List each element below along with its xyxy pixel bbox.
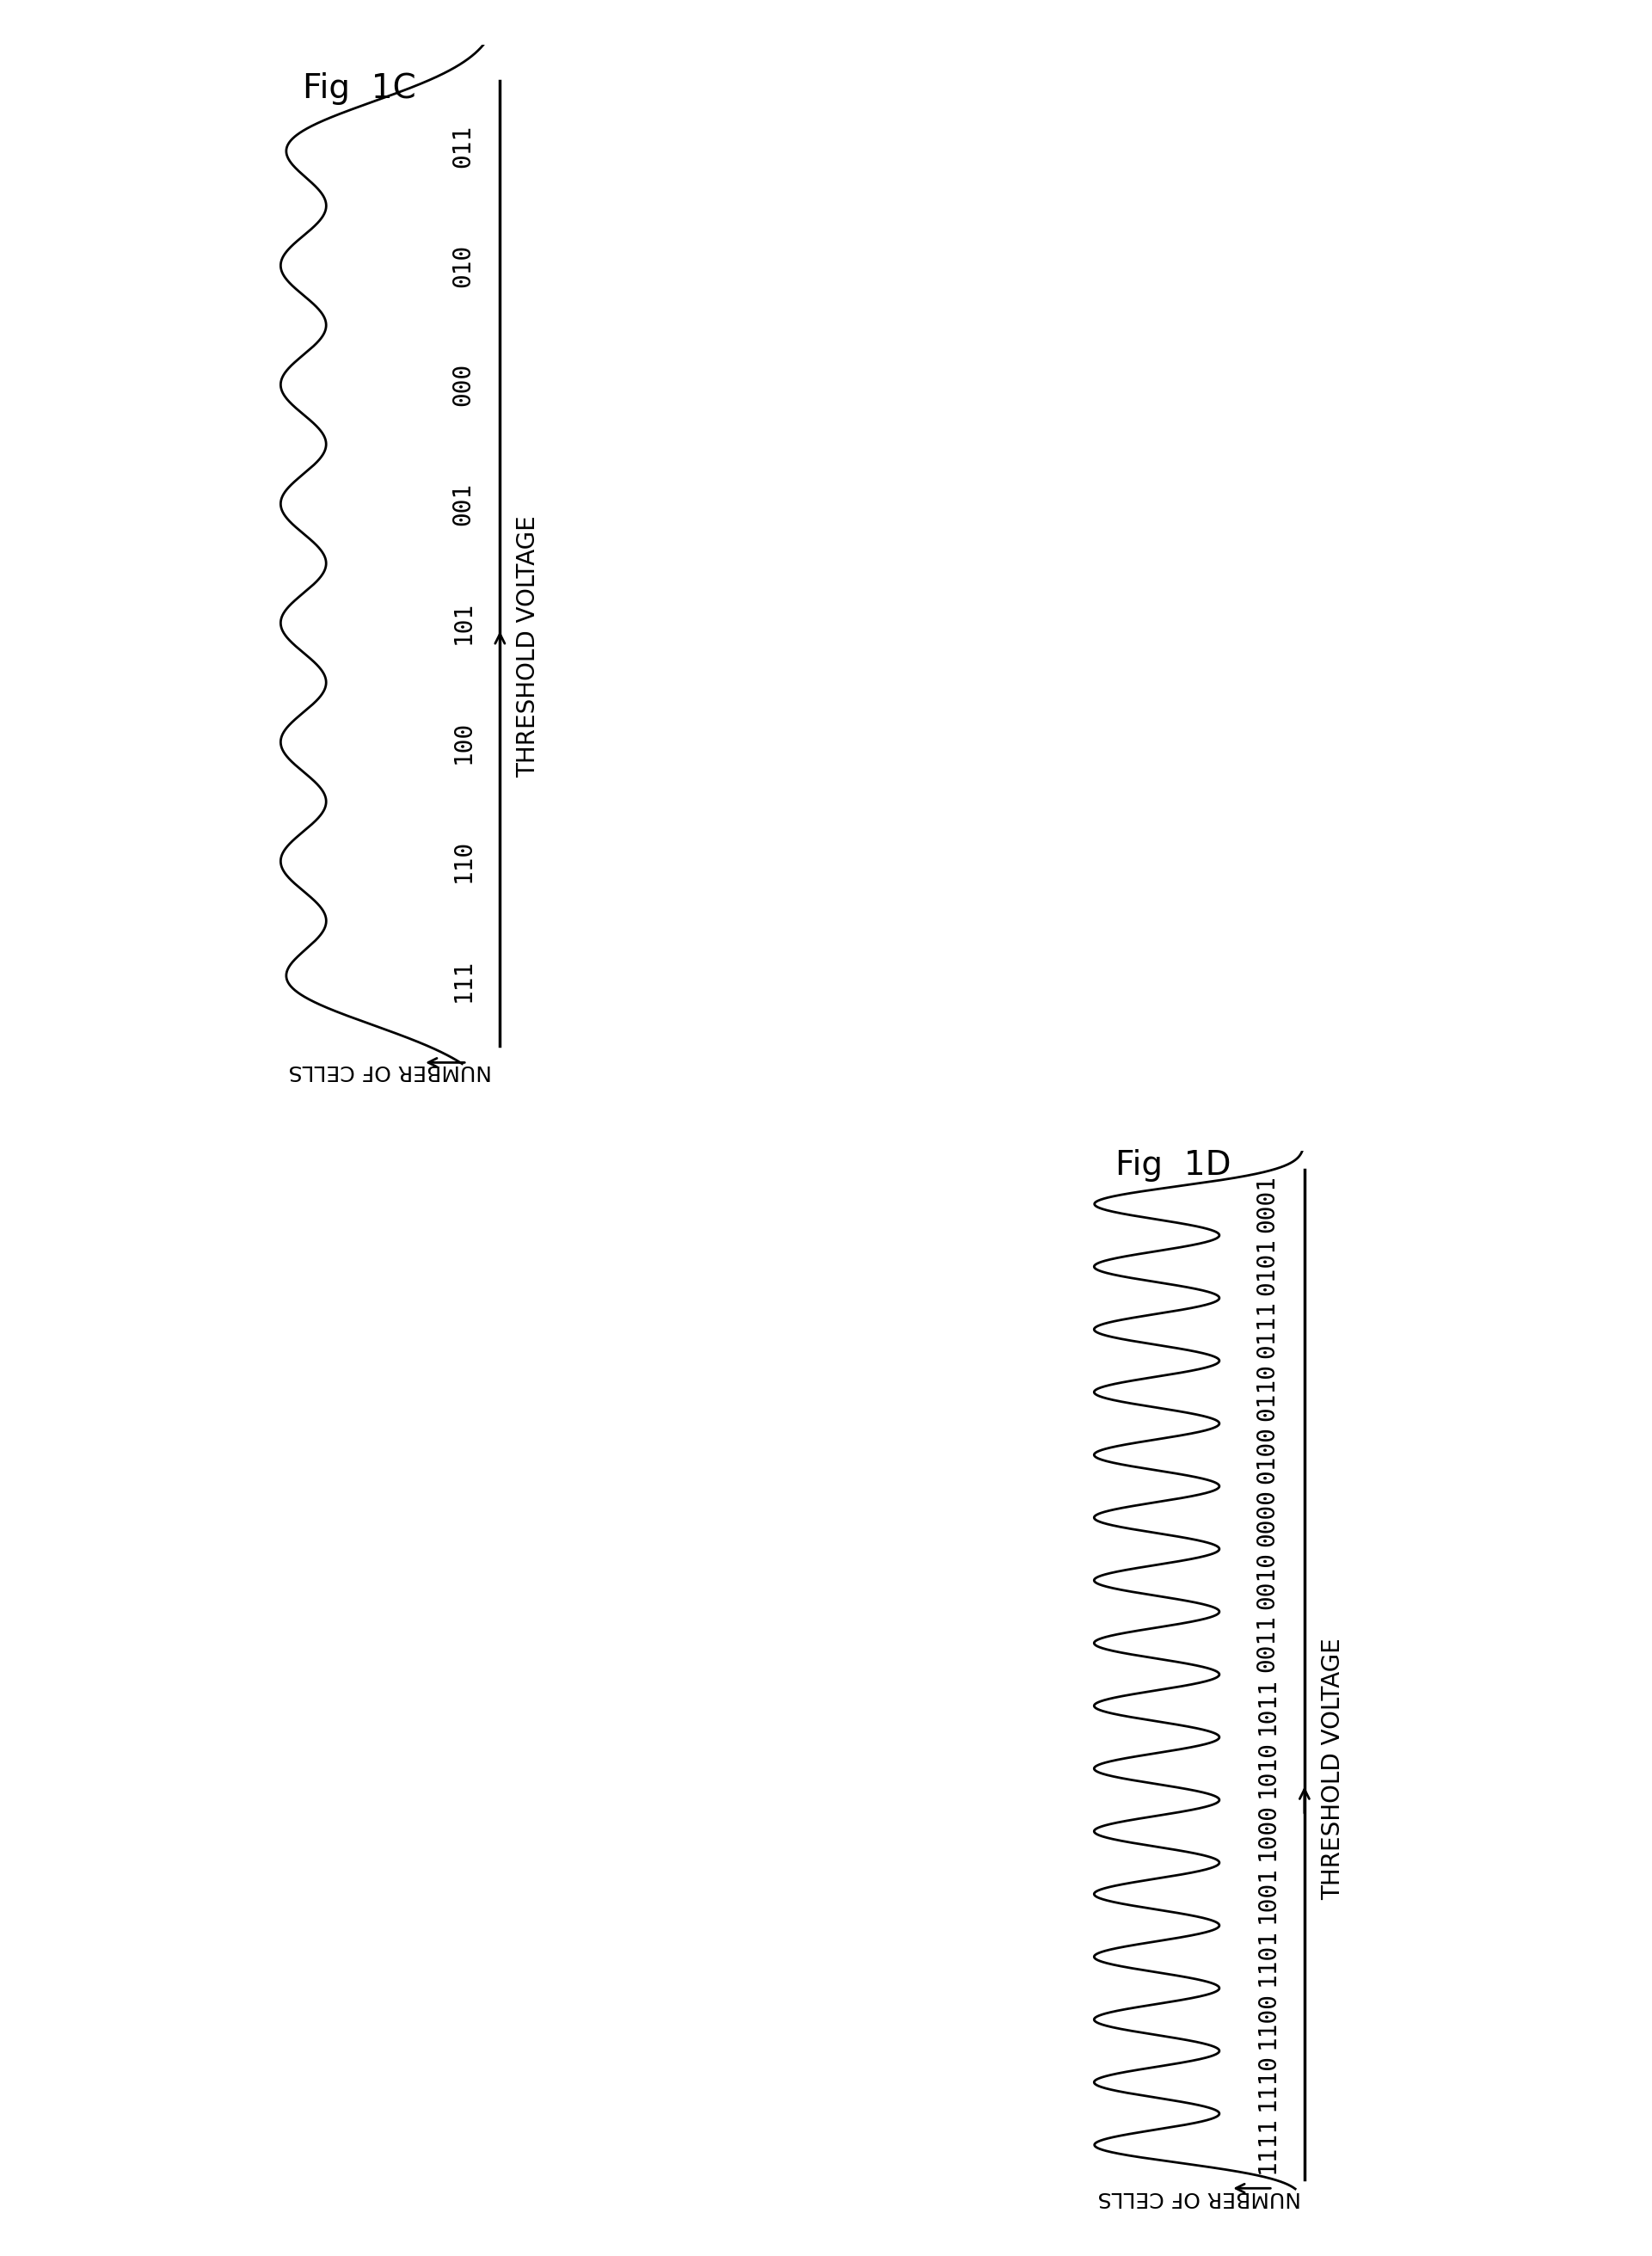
Text: 1111: 1111 [1256,2116,1279,2175]
Text: 0110: 0110 [1256,1363,1279,1421]
Text: 0010: 0010 [1256,1552,1279,1609]
Text: NUMBER OF CELLS: NUMBER OF CELLS [1097,2186,1300,2209]
Text: 1110: 1110 [1256,2053,1279,2112]
Text: 0000: 0000 [1256,1489,1279,1545]
Text: 0111: 0111 [1256,1299,1279,1358]
Text: 111: 111 [451,959,476,1002]
Text: 010: 010 [451,244,476,287]
Text: 000: 000 [451,363,476,406]
Text: 100: 100 [451,720,476,765]
Text: 1011: 1011 [1256,1676,1279,1735]
Text: 0100: 0100 [1256,1426,1279,1484]
Text: Fig  1D: Fig 1D [1115,1148,1231,1182]
Text: THRESHOLD VOLTAGE: THRESHOLD VOLTAGE [517,517,540,778]
Text: NUMBER OF CELLS: NUMBER OF CELLS [289,1060,492,1081]
Text: 001: 001 [451,483,476,526]
Text: 1101: 1101 [1256,1929,1279,1985]
Text: 0011: 0011 [1256,1615,1279,1672]
Text: Fig  1C: Fig 1C [302,72,416,104]
Text: 101: 101 [451,602,476,645]
Text: 0001: 0001 [1256,1175,1279,1232]
Text: 110: 110 [451,839,476,882]
Text: 1000: 1000 [1256,1803,1279,1861]
Text: 1100: 1100 [1256,1990,1279,2048]
Text: 1010: 1010 [1256,1739,1279,1798]
Text: THRESHOLD VOLTAGE: THRESHOLD VOLTAGE [1322,1638,1345,1900]
Text: 011: 011 [451,124,476,167]
Text: 1001: 1001 [1256,1866,1279,1922]
Text: 0101: 0101 [1256,1239,1279,1295]
